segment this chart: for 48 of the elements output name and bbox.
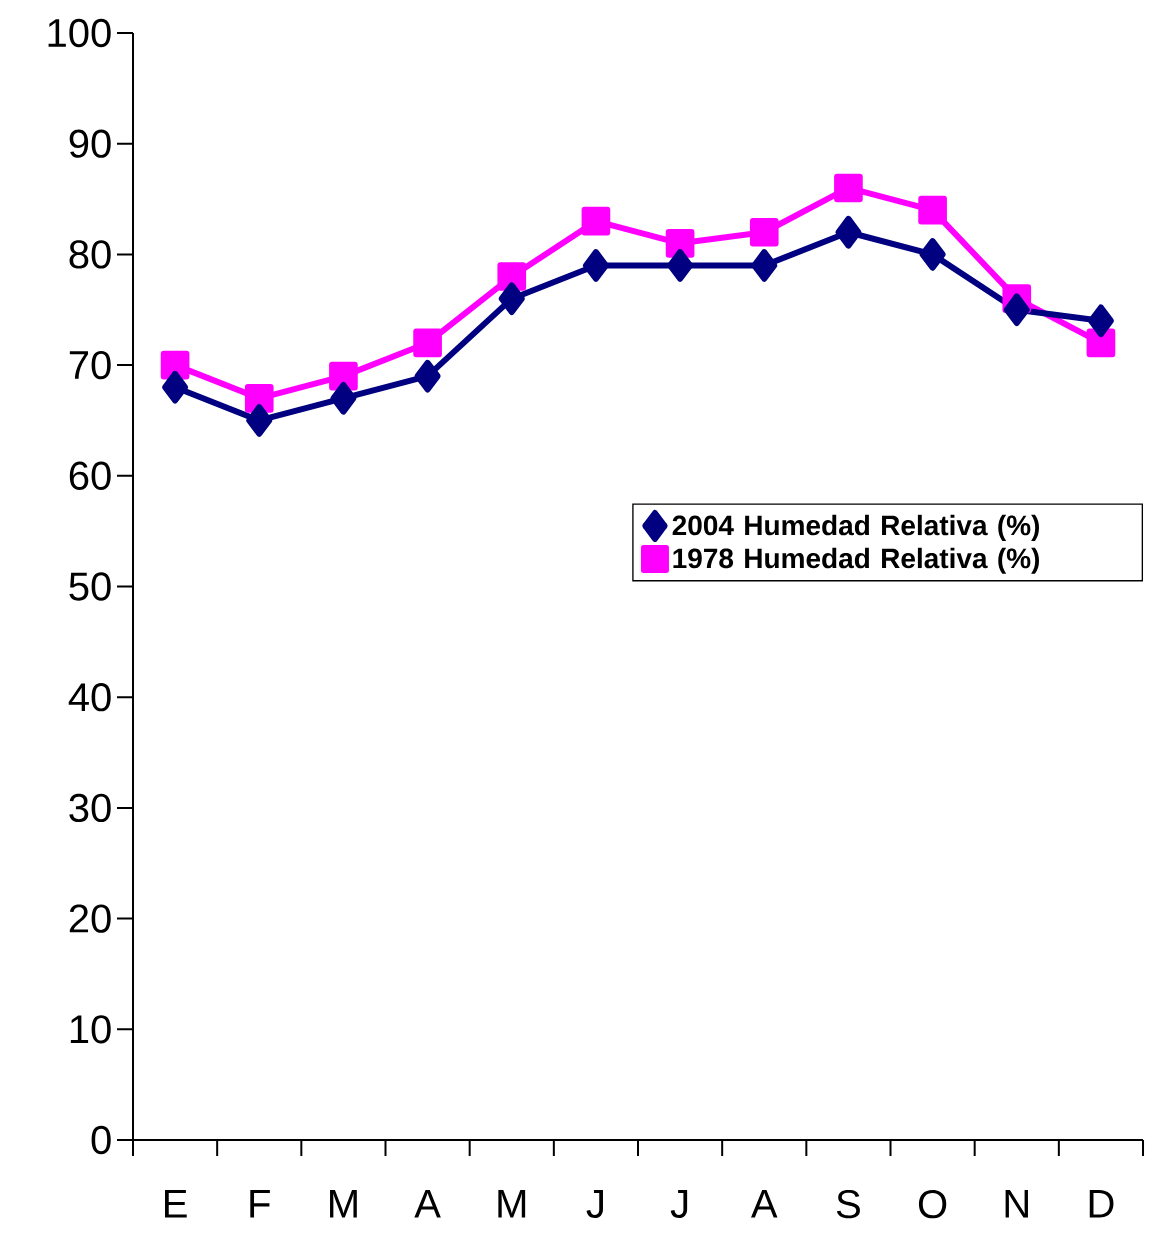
x-tick-label: F: [250, 1190, 270, 1218]
x-tick-label: O: [918, 1190, 947, 1219]
y-tick-label: 20: [69, 904, 111, 933]
y-tick-label: 0: [91, 1125, 111, 1155]
x-tick-label: J: [670, 1190, 688, 1218]
x-tick-label: J: [586, 1190, 603, 1218]
point: [497, 262, 527, 291]
x-tick-label: N: [1005, 1190, 1028, 1218]
point: [162, 370, 189, 404]
point: [329, 361, 358, 391]
point: [665, 228, 695, 258]
point: [1086, 328, 1116, 358]
y-tick-label: 30: [69, 793, 111, 823]
y-tick-label: 90: [69, 129, 111, 158]
y-tick-label: 70: [69, 350, 111, 380]
point: [330, 381, 357, 415]
point: [918, 195, 947, 225]
point: [160, 350, 190, 380]
point: [835, 215, 862, 249]
point: [1003, 293, 1030, 327]
point: [749, 217, 779, 247]
point: [413, 328, 442, 358]
y-tick-label: 50: [69, 572, 111, 601]
legend-label: 2004 Humedad Relativa (%): [672, 514, 1040, 541]
point: [498, 282, 525, 315]
x-tick-label: A: [751, 1190, 778, 1218]
point: [751, 249, 778, 282]
point: [919, 238, 946, 271]
point: [834, 173, 863, 203]
y-tick-label: 80: [69, 240, 111, 269]
x-tick-label: A: [414, 1190, 441, 1218]
x-tick-label: E: [165, 1190, 187, 1218]
y-tick-label: 10: [70, 1015, 111, 1044]
point: [667, 249, 694, 282]
legend-label: 1978 Humedad Relativa (%): [673, 547, 1040, 574]
x-tick-label: D: [1089, 1190, 1114, 1218]
point: [1087, 304, 1114, 338]
y-tick-label: 100: [48, 18, 111, 48]
x-tick-label: S: [836, 1190, 860, 1219]
y-tick-label: 60: [69, 461, 111, 490]
point: [246, 404, 273, 437]
x-tick-label: M: [330, 1190, 357, 1218]
point: [582, 249, 609, 282]
y-tick-label: 40: [68, 683, 111, 712]
x-tick-label: M: [498, 1190, 526, 1218]
point: [414, 359, 441, 393]
point: [244, 383, 274, 413]
point: [581, 206, 611, 236]
